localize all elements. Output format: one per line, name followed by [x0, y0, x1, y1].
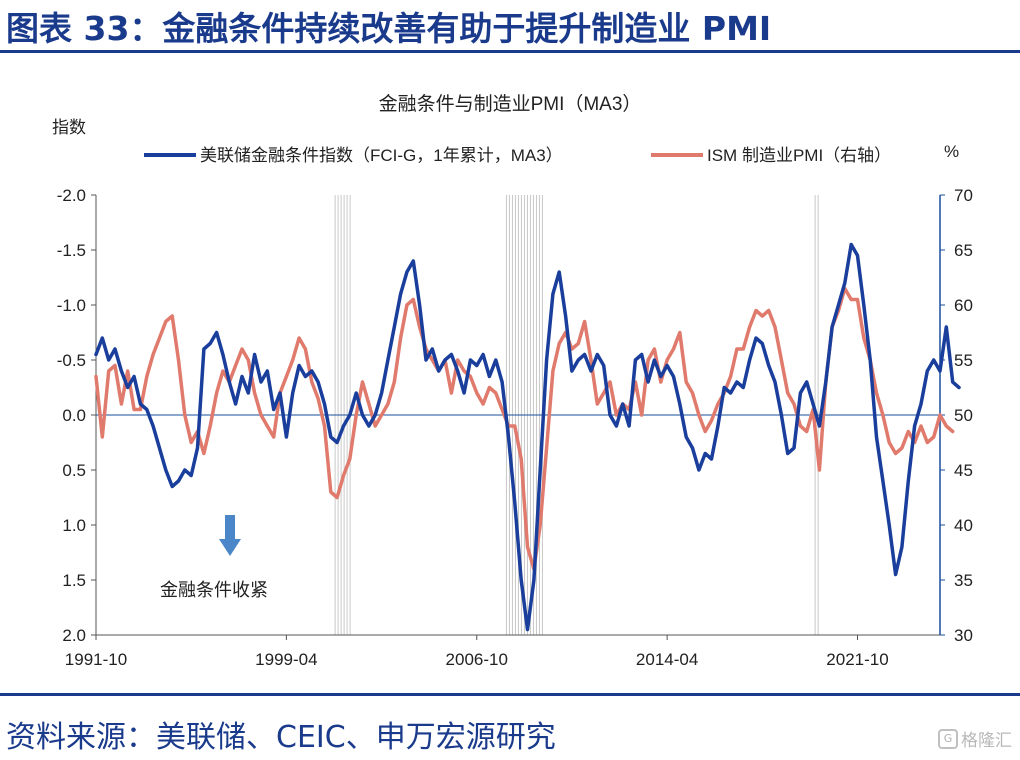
right-axis-unit: % [944, 142, 959, 161]
header-rule [0, 50, 1020, 53]
left-tick-label: 0.0 [62, 406, 86, 425]
legend-label-pmi: ISM 制造业PMI（右轴） [707, 146, 891, 165]
left-tick-label: -1.5 [57, 241, 86, 260]
right-tick-label: 45 [954, 461, 973, 480]
left-tick-label: 2.0 [62, 626, 86, 645]
series-line-fci [94, 242, 961, 632]
x-tick-label: 2021-10 [826, 650, 888, 669]
legend-label-fci: 美联储金融条件指数（FCI-G，1年累计，MA3） [200, 146, 563, 165]
left-tick-label: 0.5 [62, 461, 86, 480]
series-line-pmi [94, 286, 955, 571]
footer-rule [0, 693, 1020, 696]
watermark-text: 格隆汇 [961, 731, 1012, 751]
x-tick-label: 1991-10 [65, 650, 127, 669]
left-tick-label: -2.0 [57, 186, 86, 205]
x-tick-label: 2014-04 [636, 650, 698, 669]
down-arrow-head-icon [219, 539, 241, 556]
right-tick-label: 55 [954, 351, 973, 370]
left-tick-label: 1.0 [62, 516, 86, 535]
left-tick-label: -0.5 [57, 351, 86, 370]
right-tick-label: 40 [954, 516, 973, 535]
figure-title: 图表 33：金融条件持续改善有助于提升制造业 PMI [6, 9, 772, 48]
report-header: 图表 33：金融条件持续改善有助于提升制造业 PMI [0, 0, 1020, 56]
watermark-logo-icon: G [938, 728, 958, 749]
source-note: 资料来源：美联储、CEIC、申万宏源研究 [6, 720, 556, 755]
right-tick-label: 60 [954, 296, 973, 315]
watermark: G 格隆汇 [938, 726, 1012, 751]
chart-legend: 美联储金融条件指数（FCI-G，1年累计，MA3） ISM 制造业PMI（右轴） [144, 146, 891, 165]
left-axis-unit: 指数 [52, 118, 86, 137]
left-tick-label: -1.0 [57, 296, 86, 315]
series-layer [94, 242, 961, 632]
right-tick-label: 35 [954, 571, 973, 590]
annotation-label: 金融条件收紧 [160, 580, 268, 601]
right-tick-label: 65 [954, 241, 973, 260]
tightening-annotation: 金融条件收紧 [160, 515, 268, 601]
down-arrow-icon [225, 515, 235, 540]
x-tick-label: 1999-04 [255, 650, 317, 669]
chart-title: 金融条件与制造业PMI（MA3） [379, 93, 642, 115]
right-tick-label: 70 [954, 186, 973, 205]
right-tick-label: 30 [954, 626, 973, 645]
x-tick-label: 2006-10 [446, 650, 508, 669]
left-tick-label: 1.5 [62, 571, 86, 590]
chart-canvas: 金融条件与制造业PMI（MA3） 指数 % 美联储金融条件指数（FCI-G，1年… [52, 93, 973, 669]
right-tick-label: 50 [954, 406, 973, 425]
